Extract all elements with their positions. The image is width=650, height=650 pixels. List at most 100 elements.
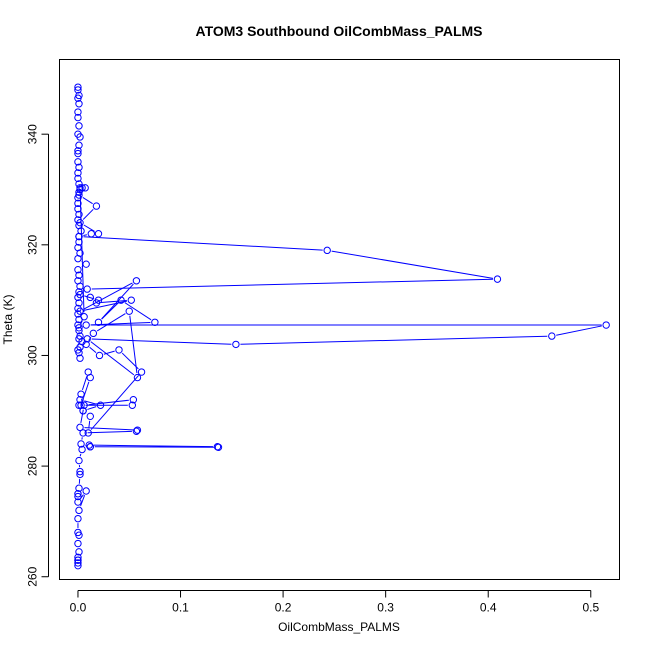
x-tick-label: 0.2 — [275, 601, 292, 615]
x-tick-label: 0.3 — [377, 601, 394, 615]
data-point — [74, 539, 82, 548]
data-point — [75, 299, 83, 307]
data-point — [83, 285, 91, 293]
series-segment — [103, 350, 115, 355]
series-segment — [80, 495, 86, 507]
data-point — [323, 246, 331, 255]
data-point — [77, 390, 85, 398]
data-point — [76, 290, 84, 299]
series-segment — [83, 234, 88, 237]
data-point — [76, 307, 84, 315]
data-point — [86, 443, 94, 451]
data-point — [78, 184, 86, 192]
data-point — [82, 321, 90, 329]
data-point — [96, 401, 105, 409]
y-tick-label: 300 — [26, 345, 40, 365]
data-series — [74, 83, 610, 570]
y-tick-label: 340 — [26, 124, 40, 144]
data-point — [75, 531, 83, 539]
data-point — [74, 147, 82, 155]
data-point — [81, 184, 89, 192]
data-point — [74, 169, 82, 177]
x-tick-label: 0.1 — [172, 601, 189, 615]
data-point — [74, 492, 82, 501]
data-point — [74, 149, 82, 158]
series-segment — [79, 453, 82, 457]
y-tick-label: 260 — [26, 566, 40, 586]
y-axis: 260 280 300 320 340 — [26, 124, 49, 587]
series-segment — [83, 236, 323, 251]
data-point — [82, 487, 90, 495]
data-point — [74, 108, 82, 116]
data-point — [602, 321, 610, 329]
data-point — [85, 441, 93, 449]
data-point — [74, 205, 82, 213]
data-point — [115, 346, 123, 354]
data-point — [74, 174, 82, 183]
data-point — [79, 429, 87, 437]
data-point — [151, 318, 159, 326]
data-point — [87, 230, 95, 238]
series-segment — [82, 197, 93, 205]
data-point — [74, 556, 82, 564]
data-point — [74, 199, 82, 208]
data-point — [493, 275, 502, 283]
series-segment — [88, 399, 129, 406]
series-segment — [96, 313, 126, 332]
data-point — [80, 401, 88, 409]
data-point — [75, 238, 83, 246]
series-segment — [101, 283, 134, 320]
data-point — [76, 218, 84, 227]
series-segment — [90, 375, 139, 430]
series-segment — [90, 321, 151, 326]
data-point — [133, 373, 142, 382]
series-segment — [79, 192, 85, 313]
x-tick-label: 0.4 — [480, 601, 497, 615]
data-point — [128, 401, 137, 409]
data-point — [232, 340, 240, 349]
series-segment — [84, 295, 95, 300]
series-segment — [80, 409, 84, 424]
series-segment — [81, 381, 90, 402]
series-segment — [87, 406, 97, 410]
data-point — [74, 86, 82, 94]
series-segment — [90, 341, 135, 376]
data-point — [74, 113, 82, 122]
data-point — [82, 340, 90, 349]
series-segment — [129, 315, 138, 374]
data-point — [83, 335, 91, 343]
series-segment — [83, 224, 95, 232]
data-point — [133, 426, 142, 434]
data-point — [94, 230, 103, 238]
data-point — [76, 184, 84, 192]
series-segment — [91, 338, 232, 345]
data-point — [74, 490, 82, 498]
data-point — [75, 122, 83, 130]
data-point — [92, 299, 101, 307]
x-axis-label: OilCombMass_PALMS — [278, 620, 400, 634]
data-point — [75, 100, 83, 108]
data-point — [74, 561, 82, 570]
data-point — [75, 324, 83, 332]
data-point — [76, 354, 84, 362]
data-point — [78, 445, 86, 454]
data-point — [74, 83, 82, 91]
data-point — [92, 202, 101, 210]
plot-frame — [59, 59, 620, 580]
data-point — [129, 396, 138, 404]
data-point — [86, 412, 94, 421]
series-segment — [87, 430, 132, 434]
data-point — [137, 368, 146, 376]
series-segment — [331, 250, 494, 279]
data-point — [74, 498, 82, 506]
data-point — [77, 440, 85, 448]
data-point — [75, 271, 83, 279]
data-point — [75, 484, 83, 492]
data-point — [95, 351, 104, 360]
data-point — [89, 329, 98, 338]
data-point — [75, 210, 83, 219]
series-segment — [556, 325, 602, 336]
series-segment — [81, 376, 88, 391]
data-point — [75, 232, 83, 241]
